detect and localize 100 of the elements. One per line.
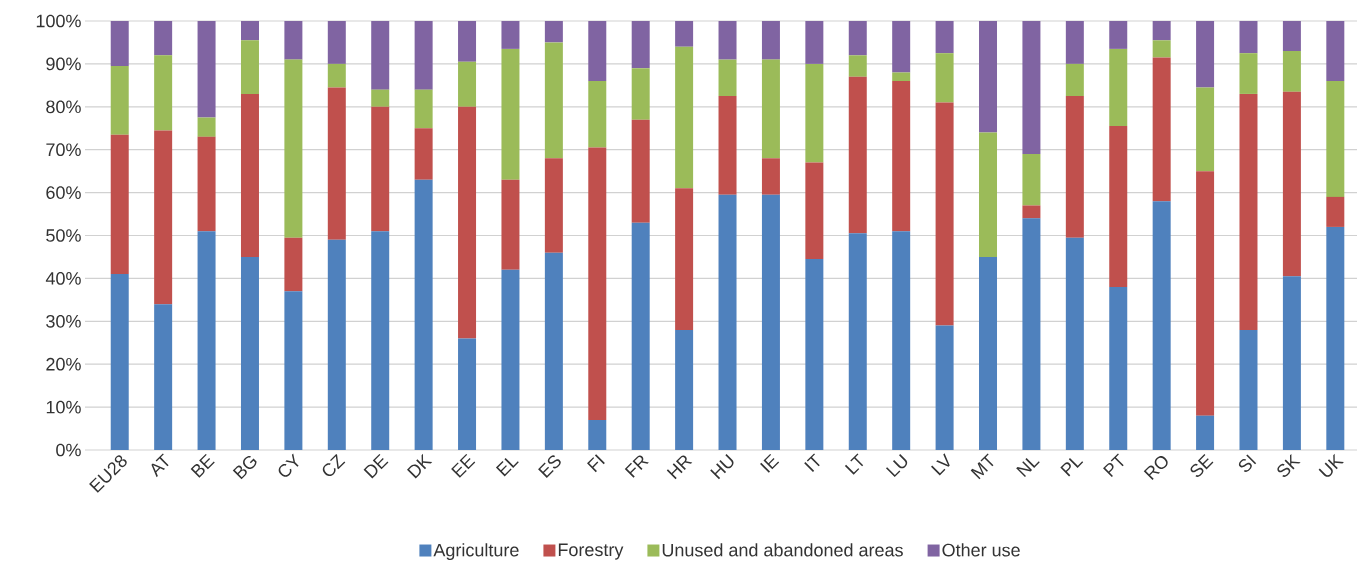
x-tick-label: SE <box>1190 454 1214 477</box>
bar <box>414 128 433 180</box>
x-tick-label: NL <box>1016 457 1040 478</box>
x-tick-label: DE <box>363 453 389 479</box>
bar <box>1109 48 1128 127</box>
bar <box>675 21 694 47</box>
bar <box>110 21 129 67</box>
bar <box>1239 21 1258 54</box>
bar <box>805 21 824 64</box>
bar <box>675 46 694 189</box>
bar <box>935 21 954 54</box>
bar <box>1326 21 1345 82</box>
bar <box>501 21 520 49</box>
x-tick-label: LV <box>931 453 950 476</box>
bar <box>1196 171 1215 416</box>
bar <box>1065 237 1084 450</box>
bar <box>154 304 173 450</box>
bar <box>284 237 303 292</box>
x-tick-label: LT <box>844 453 864 475</box>
bar <box>892 21 911 73</box>
bar <box>1065 21 1084 64</box>
bar <box>458 338 477 450</box>
bar <box>1065 96 1084 238</box>
bar <box>154 55 173 131</box>
bar <box>371 231 390 450</box>
bar <box>284 21 303 60</box>
bar <box>1022 205 1041 219</box>
bar <box>979 132 998 257</box>
bar <box>761 158 780 195</box>
bar <box>240 93 259 257</box>
bar <box>414 179 433 450</box>
bar <box>1239 329 1258 450</box>
bar <box>631 222 650 450</box>
x-tick-label: HR <box>666 455 693 480</box>
bar <box>588 147 607 420</box>
y-tick-label: 30% <box>46 314 81 328</box>
x-tick-label: BG <box>232 455 257 480</box>
bar <box>371 89 390 107</box>
x-tick-label: IT <box>804 453 820 473</box>
bar <box>848 233 867 450</box>
x-tick-label: UK <box>1318 453 1344 477</box>
bar <box>848 76 867 234</box>
y-tick-label: 50% <box>46 229 81 242</box>
bar <box>805 162 824 260</box>
bar <box>1196 87 1215 172</box>
x-tick-label: IE <box>760 453 780 473</box>
bar <box>805 63 824 163</box>
bar <box>935 53 954 103</box>
bar <box>501 269 520 450</box>
bar <box>1239 53 1258 94</box>
bar <box>935 325 954 450</box>
bar <box>588 81 607 148</box>
bar <box>154 130 173 305</box>
x-tick-label: PL <box>1060 457 1084 477</box>
bar <box>718 21 737 60</box>
bar <box>110 274 129 450</box>
y-tick-label: 60% <box>46 186 81 199</box>
bar <box>718 96 737 195</box>
bar <box>1326 81 1345 197</box>
bar <box>718 194 737 450</box>
bar <box>1152 40 1171 58</box>
legend-label: Other use <box>942 543 1020 557</box>
bar <box>892 72 911 82</box>
bar <box>414 21 433 90</box>
x-tick-label: EE <box>451 453 476 478</box>
bar <box>1326 196 1345 227</box>
x-tick-label: PT <box>1103 453 1124 478</box>
x-tick-label: LU <box>885 454 908 478</box>
bar <box>675 188 694 330</box>
bar <box>458 106 477 339</box>
x-tick-label: CZ <box>322 453 346 477</box>
bar <box>154 21 173 56</box>
bar <box>240 40 259 94</box>
x-tick-label: DK <box>406 453 433 479</box>
bar <box>1326 226 1345 450</box>
x-tick-label: FI <box>587 454 605 473</box>
y-tick-label: 20% <box>46 357 81 371</box>
bar <box>935 102 954 326</box>
bar <box>327 21 346 64</box>
bar <box>979 256 998 450</box>
x-tick-label: HU <box>710 454 734 480</box>
bar <box>1282 276 1301 450</box>
bar <box>327 239 346 450</box>
y-tick-label: 90% <box>46 57 81 71</box>
y-tick-label: 70% <box>46 143 81 157</box>
bar <box>588 419 607 450</box>
bar <box>631 68 650 120</box>
bar <box>892 81 911 232</box>
bar <box>848 55 867 77</box>
bar <box>979 21 998 133</box>
bar <box>1196 415 1215 450</box>
legend-label: Forestry <box>558 543 624 560</box>
bar <box>1109 126 1128 287</box>
bar <box>544 158 563 253</box>
bar <box>110 66 129 135</box>
bar <box>761 21 780 60</box>
bar <box>284 59 303 238</box>
bar <box>1282 51 1301 92</box>
y-tick-label: 40% <box>45 272 81 285</box>
bar <box>458 21 477 62</box>
